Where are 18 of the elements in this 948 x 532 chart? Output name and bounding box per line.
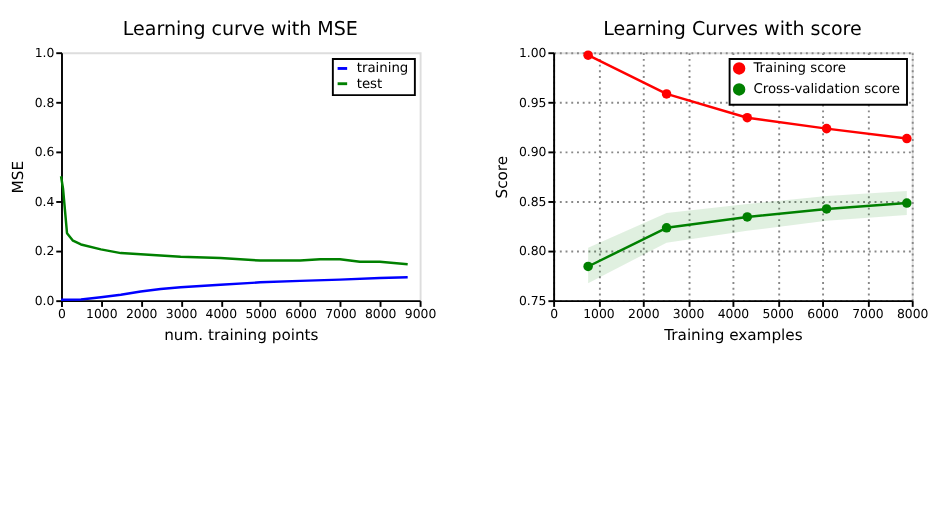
- line-series: [59, 275, 409, 301]
- line-series: [59, 174, 409, 266]
- point: [661, 89, 672, 99]
- y-axis-title: MSE: [9, 160, 28, 194]
- point: [583, 261, 593, 272]
- point: [902, 133, 912, 144]
- point: [902, 198, 912, 208]
- y-axis-title: Score: [493, 155, 512, 199]
- point: [821, 204, 832, 214]
- x-axis-title: num. training points: [164, 326, 319, 345]
- point: [583, 50, 593, 60]
- chart-title: Learning curve with MSE: [122, 19, 358, 42]
- point: [821, 123, 832, 134]
- point: [742, 212, 753, 222]
- x-axis-title: Training examples: [662, 326, 803, 345]
- point: [742, 112, 753, 123]
- chart-title: Learning Curves with score: [603, 19, 862, 42]
- point: [661, 223, 672, 233]
